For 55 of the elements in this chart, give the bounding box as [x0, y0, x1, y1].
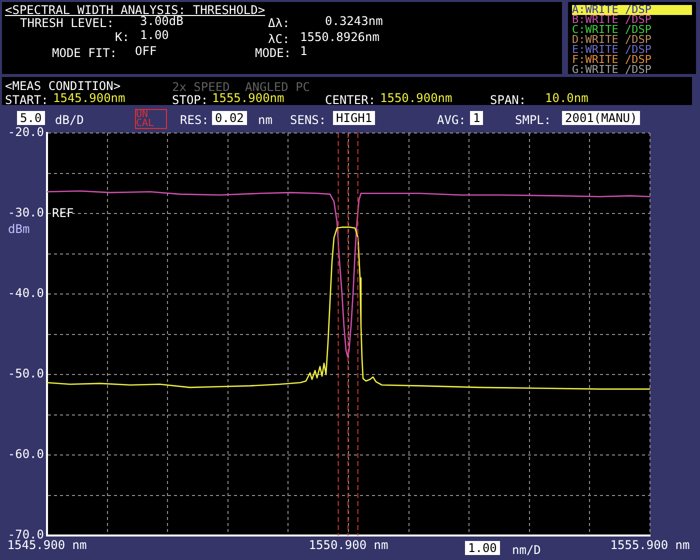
text: dB/D	[55, 113, 84, 127]
text: A:WRITE /DSP	[572, 3, 692, 16]
y-tick-label: -20.0	[8, 125, 44, 140]
text: 5.0	[17, 111, 45, 125]
text: D:WRITE /DSP	[572, 33, 652, 46]
text: nm/D	[512, 543, 541, 557]
text: ANGLED PC	[245, 80, 310, 94]
text: 1550.8926nm	[300, 30, 380, 44]
text: 1545.900nm	[53, 91, 126, 105]
text: λC:	[268, 32, 290, 46]
chart-title: <SPECTRAL WIDTH ANALYSIS: THRESHOLD>	[5, 3, 266, 17]
text: <MEAS CONDITION>	[5, 79, 121, 93]
text: HIGH1	[333, 111, 376, 125]
y-tick-label: -60.0	[8, 447, 44, 462]
x-tick-label: 1545.900 nm	[7, 538, 87, 552]
text: STOP:	[172, 93, 208, 107]
text: C:WRITE /DSP	[572, 23, 652, 36]
x-tick-label: 1555.900 nm	[610, 538, 690, 552]
text: 1550.900nm	[380, 91, 452, 105]
text: MODE FIT:	[52, 46, 118, 60]
text: SMPL:	[515, 113, 552, 127]
text: nm	[258, 113, 272, 127]
text: SPAN:	[490, 93, 526, 107]
y-tick-label: -30.0	[8, 206, 44, 220]
text: 1	[300, 44, 308, 58]
text: START:	[5, 93, 48, 107]
text: G:WRITE /DSP	[572, 63, 652, 76]
text: AVG:	[437, 113, 466, 127]
text: MODE:	[255, 46, 292, 60]
text: 1.00	[140, 28, 169, 42]
text: 0.02	[212, 111, 247, 125]
y-axis-title: dBm	[8, 222, 30, 236]
text: OFF	[135, 44, 157, 58]
y-tick-label: -40.0	[8, 286, 44, 300]
x-tick-label: 1550.900 nm	[308, 538, 388, 552]
text: 2x SPEED	[172, 80, 230, 94]
text: 2001(MANU)	[562, 111, 640, 125]
text: K:	[115, 30, 130, 44]
text: 0.3243nm	[325, 14, 383, 28]
text: 1	[470, 111, 484, 125]
text: SENS:	[290, 113, 326, 127]
y-tick-label: -50.0	[8, 366, 44, 381]
text: 10.0nm	[545, 91, 588, 105]
text: Δλ:	[268, 16, 290, 30]
text: 3.00dB	[140, 14, 184, 28]
text: B:WRITE /DSP	[572, 13, 652, 26]
text: F:WRITE /DSP	[572, 53, 652, 66]
text: E:WRITE /DSP	[572, 43, 652, 56]
text: RES:	[180, 113, 209, 127]
text: 1.00	[465, 541, 500, 555]
annotation: REF	[52, 206, 74, 220]
text: 1555.900nm	[212, 91, 284, 105]
text: THRESH LEVEL:	[20, 16, 114, 30]
text: CENTER:	[325, 93, 376, 107]
text: UN CAL	[135, 109, 167, 129]
